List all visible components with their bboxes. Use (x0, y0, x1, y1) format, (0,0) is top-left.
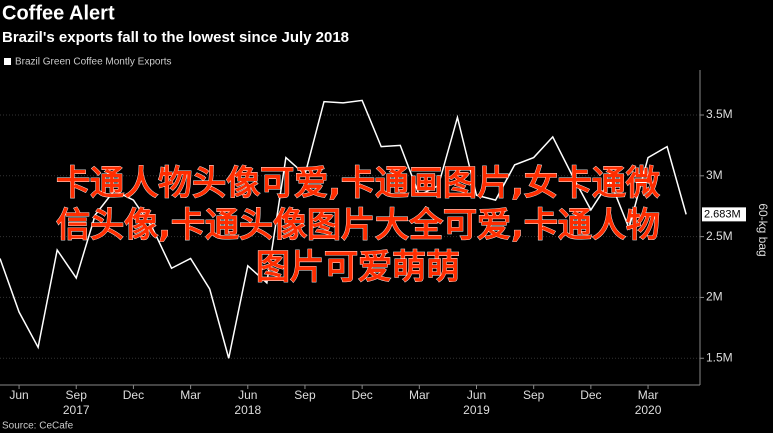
x-tick-label: Jun (238, 388, 257, 402)
y-tick-label: 2.5M (706, 229, 733, 243)
year-label: 2019 (463, 403, 490, 417)
x-tick-label: Sep (523, 388, 545, 402)
chart-title: Coffee Alert (2, 2, 115, 24)
year-label: 2020 (635, 403, 662, 417)
y-tick-label: 3.5M (706, 107, 733, 121)
last-value-box (702, 207, 746, 222)
overlay-text: 卡通人物头像可爱,卡通画图片,女卡通微 (56, 164, 660, 204)
x-tick-label: Dec (351, 388, 372, 402)
x-tick-label: Sep (66, 388, 88, 402)
series-line (0, 99, 687, 359)
legend-swatch (4, 58, 11, 65)
y-tick-label: 1.5M (706, 350, 733, 364)
legend-label: Brazil Green Coffee Montly Exports (15, 57, 172, 68)
y-tick-label: 2M (706, 290, 723, 304)
x-tick-label: Mar (409, 388, 430, 402)
chart-subtitle: Brazil's exports fall to the lowest sinc… (2, 29, 349, 46)
x-tick-label: Jun (467, 388, 486, 402)
overlay-text: 图片可爱萌萌 (256, 248, 460, 288)
x-tick-label: Jun (9, 388, 28, 402)
y-tick-label: 3M (706, 168, 723, 182)
source: Source: CeCafe (2, 421, 74, 432)
last-value-label: 2.683M (704, 208, 741, 220)
x-tick-label: Dec (580, 388, 601, 402)
year-label: 2018 (234, 403, 261, 417)
overlay-text: 信头像,卡通头像图片大全可爱,卡通人物 (56, 206, 660, 246)
x-tick-label: Dec (123, 388, 144, 402)
year-label: 2017 (63, 403, 90, 417)
y-axis-label: 60-kg bag (756, 203, 770, 256)
x-tick-label: Mar (180, 388, 201, 402)
x-tick-label: Mar (638, 388, 659, 402)
x-tick-label: Sep (294, 388, 316, 402)
